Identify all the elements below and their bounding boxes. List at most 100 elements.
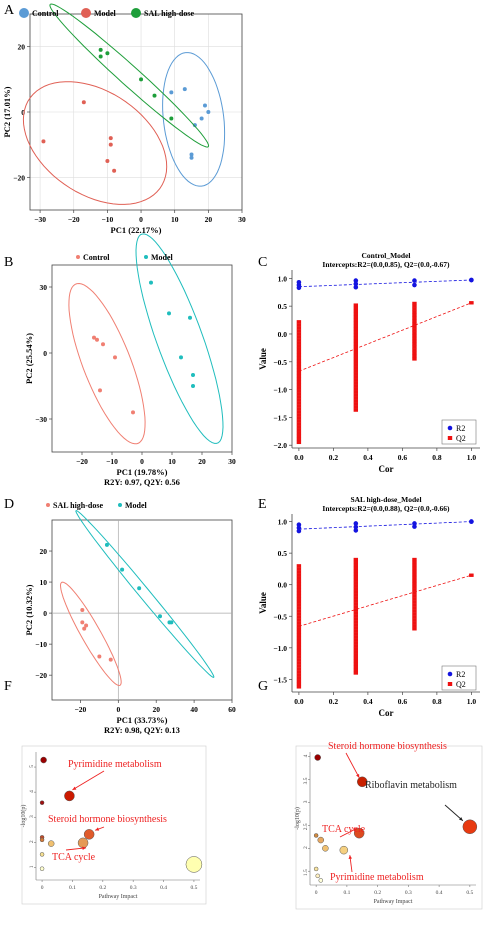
x-tick-label: 0.0 — [294, 453, 304, 462]
data-point-sal-high-dose — [98, 54, 103, 59]
y-tick-label: 1.5 — [303, 869, 309, 876]
y-axis-label: -log10(p) — [294, 807, 301, 830]
panel-letter-g: G — [258, 679, 268, 694]
x-tick-label: 0 — [315, 890, 318, 896]
x-tick-label: 20 — [152, 705, 160, 714]
y-tick-label: 3 — [29, 815, 35, 818]
x-tick-label: 0 — [140, 457, 144, 466]
pathway-bubble — [357, 776, 368, 788]
pathway-bubble — [39, 837, 45, 843]
q2-point — [296, 664, 302, 668]
chart-subtitle: Intercepts:R2=(0.0,0.85), Q2=(0.0,-0.67) — [322, 260, 450, 269]
pathway-annotation: Riboflavin metabolism — [365, 780, 457, 791]
x-tick-label: 0.1 — [343, 890, 350, 896]
y-tick-label: 2 — [29, 840, 35, 843]
q2-point — [353, 405, 359, 409]
pathway-bubble — [47, 840, 55, 847]
q2-point — [296, 383, 302, 387]
q2-point — [296, 648, 302, 653]
y-tick-label: 1.0 — [278, 518, 288, 527]
confidence-ellipse — [75, 509, 215, 678]
q2-point — [296, 419, 302, 423]
q2-point — [353, 665, 359, 669]
x-tick-label: 0.6 — [398, 697, 408, 706]
q2-point — [412, 624, 417, 628]
y-tick-label: −20 — [35, 671, 47, 680]
q2-point — [412, 612, 417, 616]
q2-point — [353, 351, 359, 355]
r2-point — [296, 522, 302, 528]
x-tick-label: −20 — [68, 215, 80, 224]
q2-point — [296, 329, 302, 333]
legend-label: Q2 — [456, 434, 466, 443]
data-point-sal-high-dose — [82, 626, 87, 631]
q2-point — [296, 582, 302, 586]
q2-point — [296, 579, 302, 583]
q2-point — [353, 315, 359, 319]
confidence-ellipse — [49, 3, 210, 148]
model-stats-note: R2Y: 0.98, Q2Y: 0.13 — [104, 725, 180, 735]
q2-point — [296, 410, 302, 414]
panel-letter-d: D — [4, 497, 14, 512]
r2-point — [296, 285, 302, 291]
q2-point — [296, 645, 302, 650]
q2-point — [296, 600, 302, 604]
y-tick-label: −1.0 — [273, 644, 287, 653]
q2-point — [296, 386, 302, 390]
q2-point — [296, 389, 302, 393]
q2-point — [296, 573, 302, 577]
q2-point — [353, 647, 359, 651]
q2-point — [353, 366, 359, 370]
q2-point — [296, 332, 302, 336]
y-axis-label: PC2 (10.32%) — [24, 584, 34, 635]
x-tick-label: 1.0 — [467, 453, 477, 462]
q2-point — [296, 356, 302, 360]
q2-point — [412, 345, 417, 349]
pathway-bubble — [353, 827, 365, 839]
q2-point — [412, 316, 417, 320]
y-tick-label: 0.0 — [278, 330, 288, 339]
q2-point — [412, 336, 417, 341]
q2-point — [296, 642, 302, 647]
q2-point — [412, 322, 417, 326]
y-tick-label: 0.5 — [278, 549, 288, 558]
x-tick-label: 0.5 — [466, 890, 473, 896]
q2-point — [353, 408, 359, 412]
annotation-arrow — [444, 804, 464, 822]
y-tick-label: 5 — [29, 765, 35, 768]
q2-point — [296, 618, 302, 622]
data-point-control — [192, 123, 197, 128]
q2-point — [296, 371, 302, 375]
q2-point — [353, 611, 359, 615]
data-point-control — [95, 337, 99, 342]
data-point-sal-high-dose — [169, 116, 174, 121]
y-tick-label: 0 — [43, 609, 47, 618]
q2-point — [353, 626, 359, 630]
q2-point — [353, 363, 359, 367]
x-tick-label: 0.4 — [436, 890, 443, 896]
q2-point — [296, 437, 302, 442]
pathway-bubble — [318, 878, 324, 883]
x-axis-label: PC1 (22.17%) — [111, 225, 162, 235]
q2-point — [296, 353, 302, 357]
x-tick-label: 0.2 — [99, 885, 106, 891]
q2-point — [353, 593, 359, 597]
q2-point — [296, 395, 302, 399]
data-point-control — [199, 116, 204, 121]
q2-point — [296, 347, 302, 351]
q2-point — [353, 620, 359, 624]
data-point-control — [202, 103, 207, 108]
x-tick-label: −20 — [75, 705, 87, 714]
data-point-model — [149, 280, 153, 285]
q2-point — [296, 639, 302, 644]
q2-point — [296, 633, 302, 638]
y-tick-label: 2 — [303, 846, 309, 849]
q2-point — [412, 319, 417, 323]
q2-point — [412, 588, 417, 592]
q2-point — [296, 630, 302, 635]
pathway-bubble — [39, 800, 45, 805]
pathway-bubble — [39, 852, 45, 857]
annotation-arrow — [345, 752, 360, 779]
q2-point — [296, 362, 302, 366]
legend-marker — [131, 8, 141, 18]
